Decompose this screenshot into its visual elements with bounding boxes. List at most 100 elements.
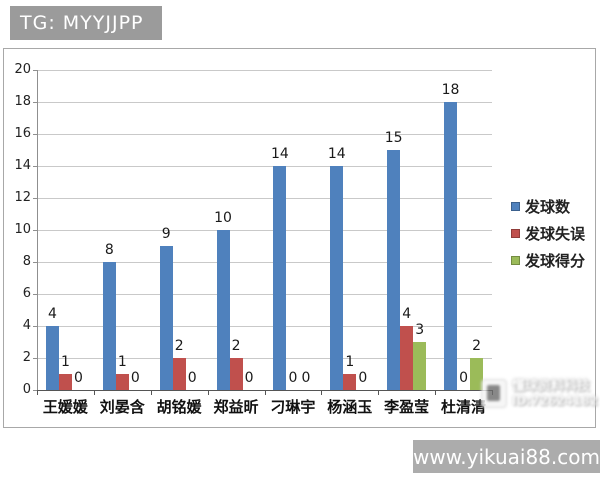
value-label: 14	[271, 146, 289, 162]
legend-swatch-icon	[511, 255, 520, 265]
bar-发球失误-王媛媛	[58, 374, 72, 390]
value-label: 2	[231, 338, 241, 354]
bar-发球数-杨涵玉	[330, 166, 344, 390]
x-axis-category-label: 王媛媛	[42, 398, 88, 416]
y-axis-tick-label: 14	[14, 158, 31, 173]
gridline	[37, 165, 492, 167]
gridline	[37, 293, 492, 295]
gridline	[37, 357, 492, 359]
platform-logo-icon	[481, 379, 507, 408]
value-label: 1	[117, 354, 127, 370]
bar-发球失误-胡铭媛	[172, 358, 186, 390]
x-axis-tick	[435, 390, 437, 395]
value-label: 0	[459, 370, 469, 386]
y-axis-tick	[33, 133, 38, 135]
y-axis-tick	[33, 69, 38, 71]
y-axis-tick	[33, 165, 38, 167]
gridline	[37, 325, 492, 327]
legend-item-发球得分: 发球得分	[511, 251, 586, 270]
y-axis-line	[37, 70, 38, 390]
legend-label: 发球得分	[525, 251, 586, 270]
value-label: 1	[60, 354, 70, 370]
value-label: 2	[174, 338, 184, 354]
x-axis-tick	[321, 390, 323, 395]
value-label: 9	[161, 226, 171, 242]
site-url: www.yikuai88.com	[413, 444, 600, 469]
value-label: 0	[130, 370, 140, 386]
gridline	[37, 229, 492, 231]
header-badge: TG: MYYJJPP	[10, 6, 162, 40]
y-axis-tick	[33, 261, 38, 263]
y-axis-tick-label: 12	[14, 190, 31, 205]
y-axis-tick	[33, 357, 38, 359]
value-label: 0	[73, 370, 83, 386]
y-axis-tick-label: 0	[22, 382, 31, 397]
y-axis-tick-label: 6	[22, 286, 31, 301]
y-axis-tick-label: 16	[14, 126, 31, 141]
y-axis-tick-label: 18	[14, 94, 31, 109]
value-label: 1	[345, 354, 355, 370]
bar-发球数-郑益昕	[216, 230, 230, 390]
value-label: 2	[472, 338, 482, 354]
bar-发球失误-刘晏含	[115, 374, 129, 390]
bar-发球失误-李盈莹	[400, 326, 414, 390]
x-axis-category-label: 杜清清	[441, 398, 487, 416]
value-label: 14	[327, 146, 346, 162]
value-label: 18	[441, 82, 460, 98]
x-axis-category-label: 胡铭媛	[156, 398, 202, 416]
watermark-id: ID:72624182	[512, 394, 599, 408]
x-axis-tick	[93, 390, 95, 395]
legend-swatch-icon	[511, 201, 520, 211]
y-axis-tick-label: 4	[22, 318, 31, 333]
bar-发球数-刁琳宇	[273, 166, 287, 390]
bar-发球失误-郑益昕	[229, 358, 243, 390]
legend-item-发球失误: 发球失误	[511, 225, 585, 243]
y-axis-tick-label: 10	[14, 222, 31, 237]
value-label: 0	[288, 370, 298, 386]
x-axis-tick	[378, 390, 380, 395]
value-label: 4	[402, 306, 412, 322]
y-axis-tick	[33, 293, 38, 295]
bar-发球数-刘晏含	[102, 262, 116, 390]
value-label: 3	[415, 322, 425, 338]
value-label: 4	[47, 306, 57, 322]
value-label: 8	[104, 242, 114, 258]
value-label: 0	[358, 370, 368, 386]
x-axis-category-label: 刘晏含	[99, 398, 145, 416]
gridline	[37, 101, 492, 103]
y-axis-tick	[33, 389, 38, 391]
value-label: 0	[187, 370, 197, 386]
platform-watermark: 懂球资料科技 ID:72624182	[481, 379, 598, 408]
bar-发球数-胡铭媛	[159, 246, 173, 390]
gridline	[37, 197, 492, 199]
value-label: 10	[214, 210, 232, 226]
y-axis-tick-label: 2	[22, 350, 31, 365]
y-axis-tick	[33, 101, 38, 103]
value-label: 0	[244, 370, 254, 386]
chart-legend: 发球数发球失误发球得分	[511, 198, 585, 279]
bar-发球数-杜清清	[444, 102, 458, 390]
x-axis-category-label: 郑益昕	[213, 398, 259, 416]
x-axis-category-label: 刁琳宇	[270, 398, 316, 416]
gridline	[37, 261, 492, 263]
gridline	[37, 69, 492, 71]
y-axis-tick-label: 8	[22, 254, 31, 269]
value-label: 0	[301, 370, 311, 386]
chart-frame	[3, 48, 596, 428]
bar-发球得分-李盈莹	[413, 342, 427, 390]
legend-swatch-icon	[511, 228, 520, 238]
y-axis-tick	[33, 229, 38, 231]
watermark-name: 懂球资料科技	[512, 379, 591, 394]
x-axis-tick	[264, 390, 266, 395]
legend-item-发球数: 发球数	[511, 198, 585, 216]
bar-发球数-李盈莹	[387, 150, 401, 390]
bar-发球得分-杜清清	[470, 358, 484, 390]
x-axis-category-label: 杨涵玉	[327, 398, 373, 416]
x-axis-tick	[150, 390, 152, 395]
bar-发球失误-杨涵玉	[343, 374, 357, 390]
x-axis-tick	[207, 390, 209, 395]
y-axis-tick-label: 20	[14, 62, 31, 77]
header-badge-text: TG: MYYJJPP	[20, 12, 144, 34]
